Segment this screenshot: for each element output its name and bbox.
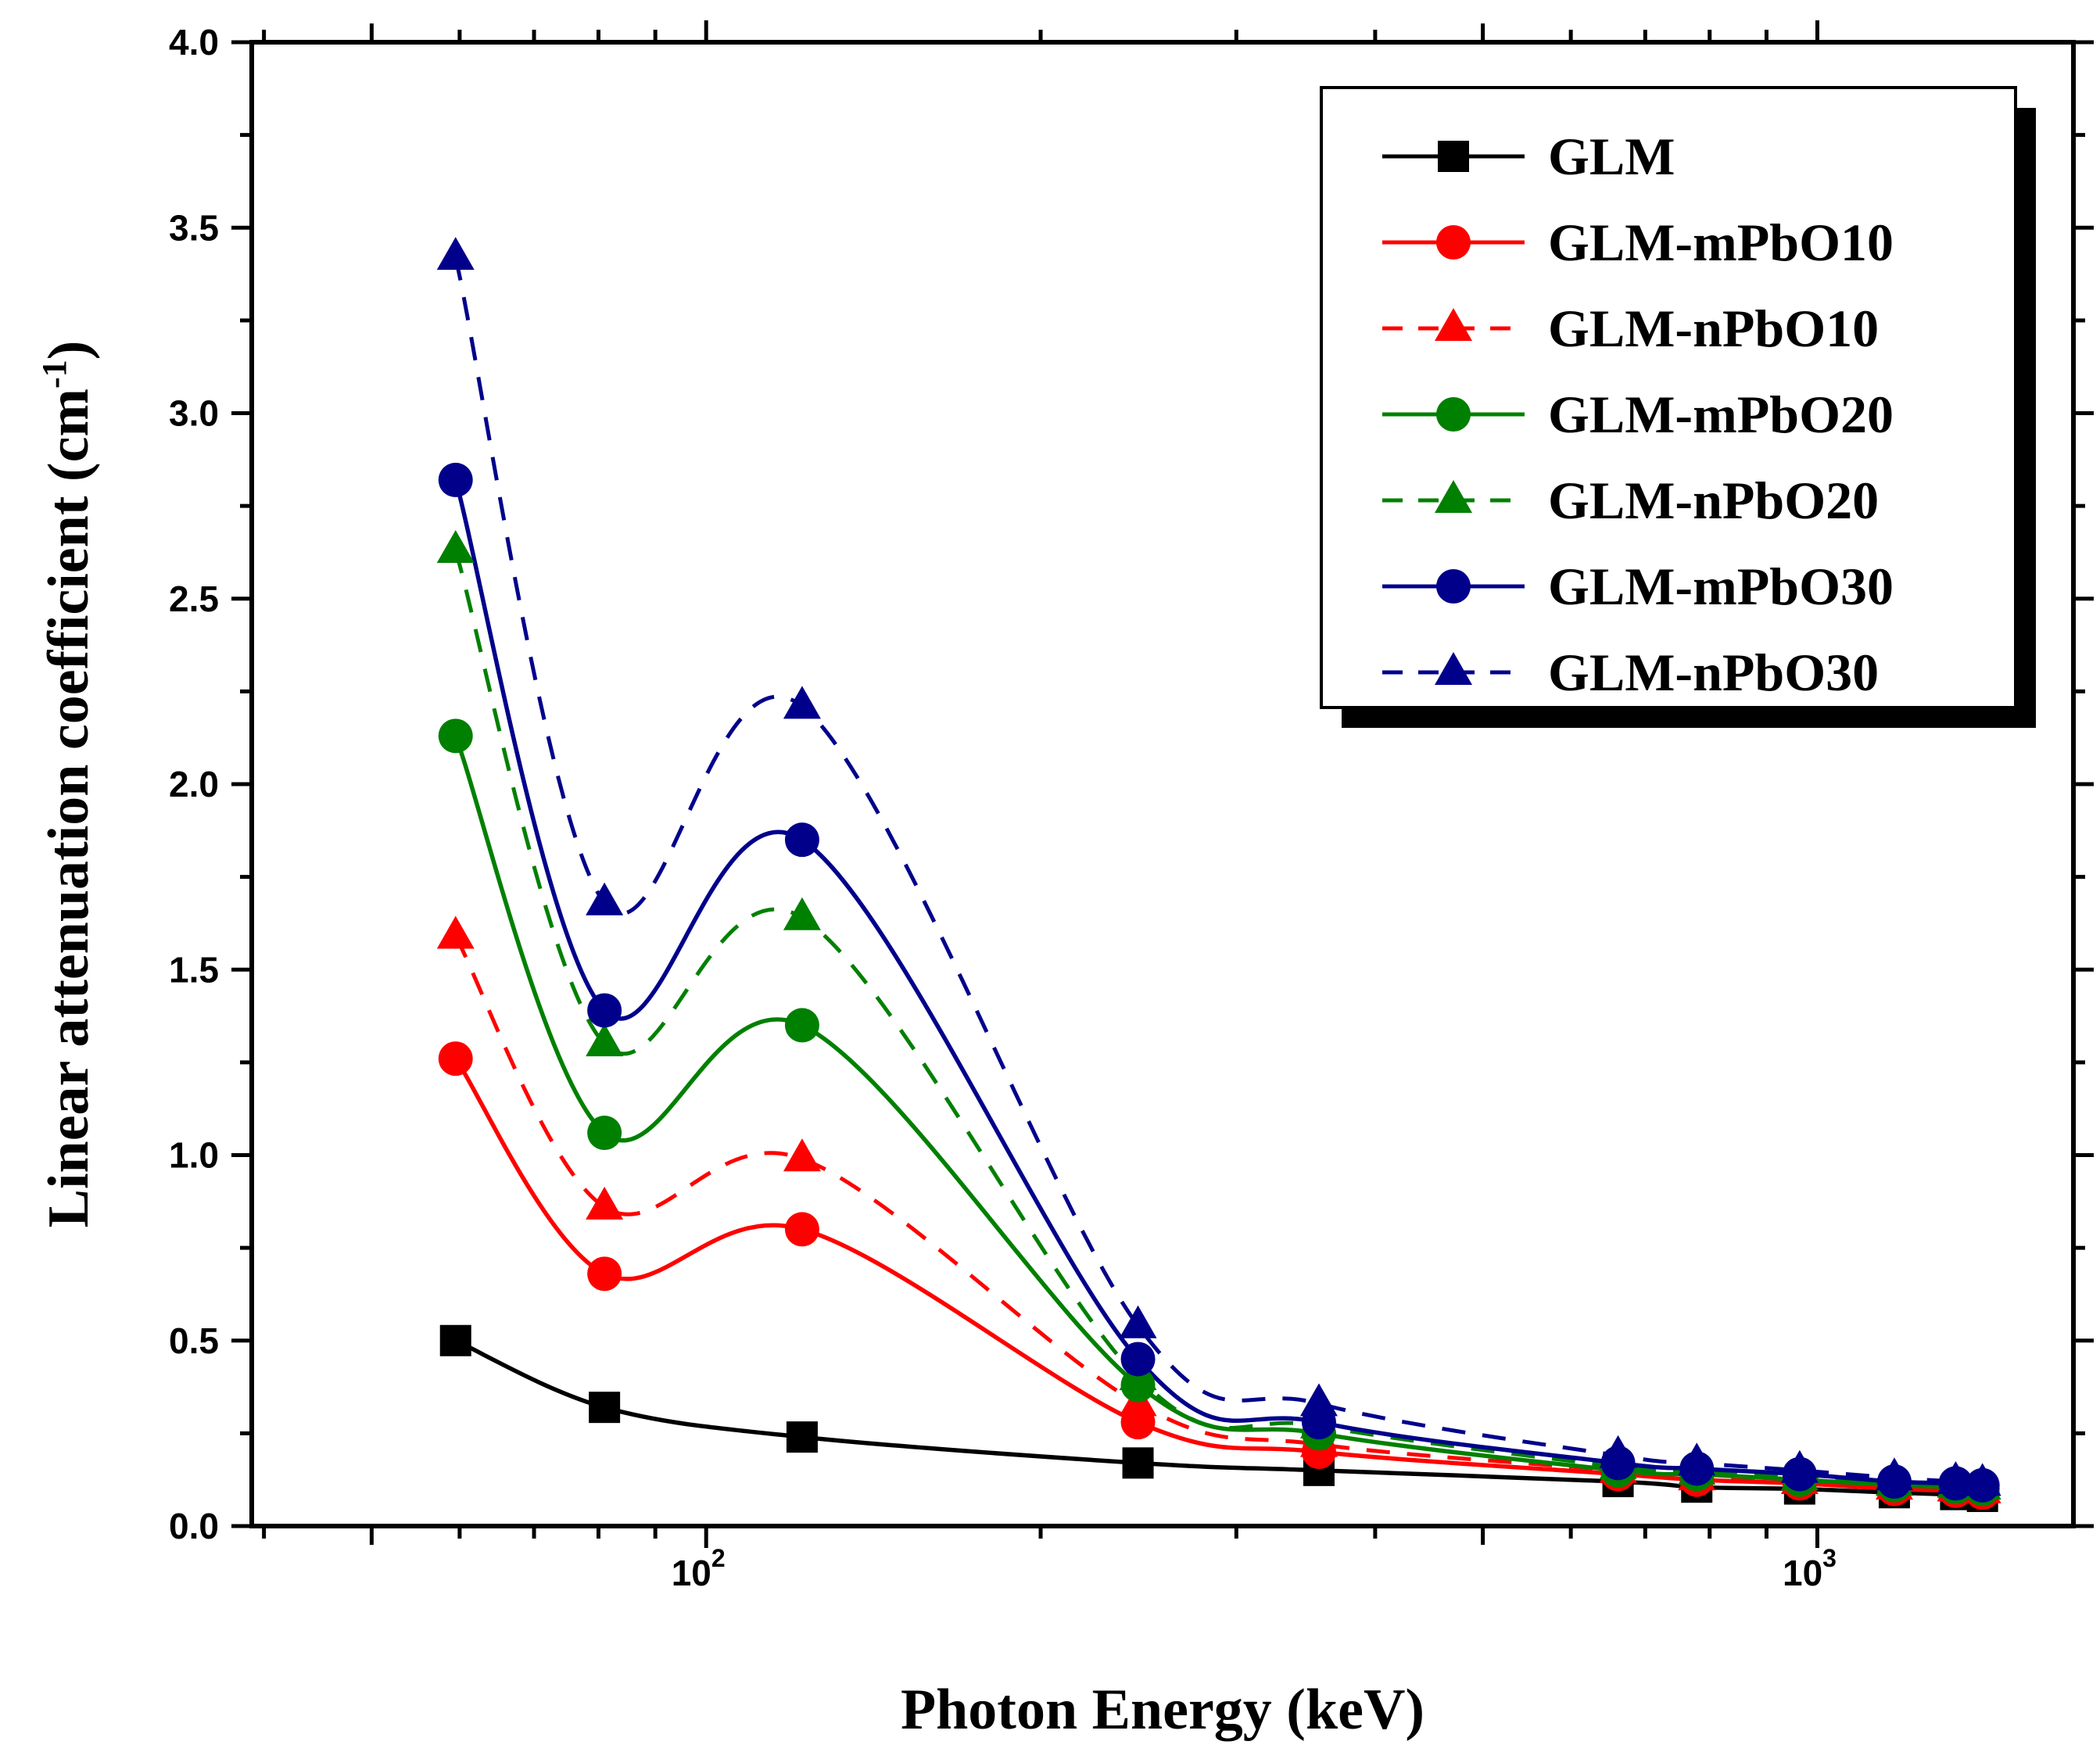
series-markers — [436, 237, 2001, 1513]
x-tick-labels: 102 103 — [672, 1544, 1837, 1593]
y-tick-label: 1.0 — [169, 1135, 219, 1176]
data-point-glm-2 — [786, 1421, 818, 1453]
legend-item-glm: GLM — [1382, 127, 1675, 186]
data-point-glm-npbo30-7 — [1780, 1449, 1819, 1483]
data-point-glm-npbo10-0 — [436, 915, 475, 949]
legend-item-glm-mpbo10: GLM-mPbO10 — [1382, 213, 1894, 272]
data-point-glm-mpbo10-1 — [587, 1256, 622, 1292]
series-line-glm-npbo10 — [453, 935, 1983, 1493]
x-axis-title: Photon Energy (keV) — [901, 1678, 1424, 1742]
x-tick-label: 102 — [672, 1544, 726, 1593]
axis-ticks — [231, 20, 2094, 1548]
data-point-glm-mpbo20-1 — [587, 1116, 622, 1151]
legend-marker-glm-mpbo30 — [1436, 569, 1471, 604]
y-axis-title: Linear attenuation coefficient (cm-1) — [35, 341, 101, 1228]
legend-label-glm-mpbo10: GLM-mPbO10 — [1548, 213, 1894, 272]
data-point-glm-npbo30-5 — [1599, 1435, 1637, 1468]
data-point-glm-npbo20-0 — [436, 530, 475, 564]
y-tick-labels: 0.0 0.5 1.0 1.5 2.0 2.5 3.0 3.5 4.0 — [169, 22, 219, 1546]
legend-box — [1320, 86, 2017, 709]
data-point-glm-npbo30-4 — [1299, 1383, 1338, 1417]
y-axis-title-exponent: -1 — [35, 360, 73, 389]
y-tick-label: 4.0 — [169, 22, 219, 63]
data-point-glm-0 — [439, 1324, 471, 1356]
data-point-glm-mpbo30-3 — [1120, 1342, 1156, 1377]
y-tick-label: 3.5 — [169, 207, 219, 248]
legend-label-glm-npbo30: GLM-nPbO30 — [1548, 643, 1879, 702]
series-line-glm-npbo20 — [453, 550, 1983, 1489]
data-point-glm-npbo10-1 — [586, 1186, 624, 1220]
legend-marker-glm-npbo30 — [1435, 651, 1472, 685]
data-point-glm-1 — [589, 1392, 621, 1424]
data-point-glm-mpbo30-2 — [784, 822, 819, 858]
legend-item-glm-npbo10: GLM-nPbO10 — [1382, 299, 1879, 358]
y-axis-title-main: Linear attenuation coefficient (cm — [37, 389, 101, 1227]
legend-label-glm-mpbo20: GLM-mPbO20 — [1548, 385, 1894, 444]
data-point-glm-npbo30-1 — [586, 882, 624, 915]
y-tick-label: 0.5 — [169, 1320, 219, 1361]
legend-label-glm-npbo10: GLM-nPbO10 — [1548, 299, 1879, 358]
data-point-glm-npbo30-0 — [436, 237, 475, 271]
series-line-glm — [454, 1338, 1983, 1499]
legend-marker-glm-npbo20 — [1435, 479, 1472, 513]
data-point-glm-mpbo20-0 — [438, 718, 473, 754]
y-tick-label: 2.5 — [169, 579, 219, 619]
legend-item-glm-mpbo20: GLM-mPbO20 — [1382, 385, 1894, 444]
y-tick-label: 2.0 — [169, 764, 219, 804]
legend-label-glm-npbo20: GLM-nPbO20 — [1548, 471, 1879, 530]
legend-marker-glm-mpbo20 — [1436, 397, 1471, 432]
data-point-glm-mpbo30-0 — [438, 462, 473, 497]
legend-entries: GLM GLM-mPbO10 GLM-nPbO10 GLM-mPbO20 GLM-nPb… — [1382, 127, 1894, 702]
data-point-glm-3 — [1122, 1447, 1154, 1479]
data-point-glm-mpbo10-2 — [784, 1212, 819, 1247]
data-point-glm-npbo30-2 — [783, 686, 821, 719]
x-tick-label: 103 — [1783, 1544, 1837, 1593]
data-point-glm-npbo20-1 — [586, 1023, 624, 1057]
legend-marker-glm-npbo10 — [1435, 307, 1472, 341]
legend-item-glm-mpbo30: GLM-mPbO30 — [1382, 557, 1894, 616]
series-line-glm-mpbo20 — [453, 735, 1983, 1492]
legend: GLM GLM-mPbO10 GLM-nPbO10 GLM-mPbO20 GLM-nPb… — [1320, 86, 2036, 728]
data-point-glm-mpbo30-1 — [587, 993, 622, 1028]
legend-marker-glm-mpbo10 — [1436, 225, 1471, 260]
data-point-glm-npbo30-3 — [1119, 1305, 1157, 1338]
legend-item-glm-npbo30: GLM-nPbO30 — [1382, 643, 1879, 702]
data-point-glm-npbo30-9 — [1937, 1461, 1975, 1495]
data-point-glm-npbo30-6 — [1678, 1442, 1716, 1476]
data-point-glm-mpbo20-2 — [784, 1008, 819, 1043]
data-point-glm-mpbo10-0 — [438, 1041, 473, 1077]
data-point-glm-npbo30-8 — [1875, 1457, 1913, 1491]
legend-marker-glm — [1438, 141, 1469, 172]
legend-label-glm-mpbo30: GLM-mPbO30 — [1548, 557, 1894, 616]
y-axis-title-close: ) — [37, 341, 101, 360]
data-point-glm-npbo10-2 — [783, 1138, 821, 1172]
y-tick-label: 3.0 — [169, 393, 219, 434]
legend-item-glm-npbo20: GLM-nPbO20 — [1382, 471, 1879, 530]
y-tick-label: 1.5 — [169, 949, 219, 990]
legend-label-glm: GLM — [1548, 127, 1675, 186]
data-point-glm-npbo30-10 — [1963, 1463, 2001, 1496]
data-point-glm-npbo20-2 — [783, 897, 821, 930]
y-tick-label: 0.0 — [169, 1506, 219, 1546]
